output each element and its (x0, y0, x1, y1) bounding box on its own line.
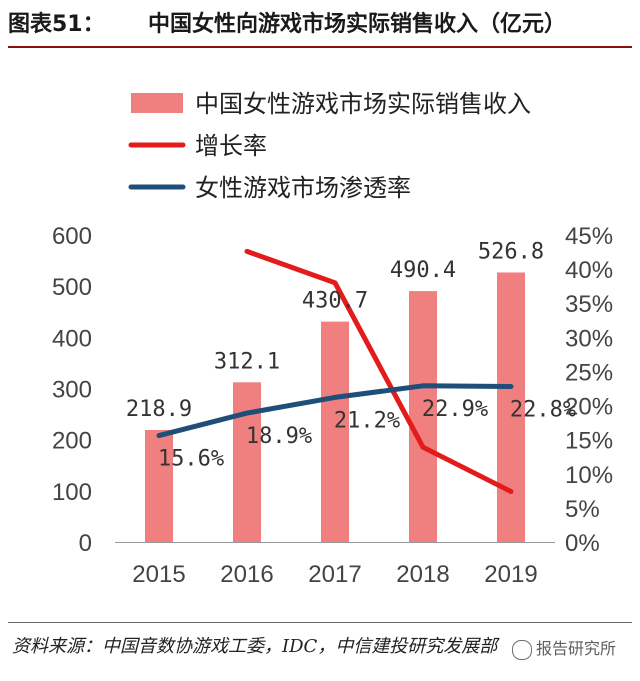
line-data-label: 15.6% (158, 447, 224, 472)
x-axis-tick: 2017 (308, 561, 361, 588)
left-axis-tick: 400 (52, 325, 92, 352)
x-axis-tick: 2015 (132, 561, 185, 588)
line-data-label: 22.9% (422, 397, 488, 422)
right-axis-tick: 15% (565, 428, 613, 455)
figure-title-text: 中国女性向游戏市场实际销售收入（亿元） (148, 12, 567, 37)
left-axis-tick: 200 (52, 428, 92, 455)
bar (497, 272, 525, 542)
legend-label-0: 中国女性游戏市场实际销售收入 (195, 90, 531, 118)
legend-label-1: 增长率 (195, 132, 267, 160)
bar-data-label: 312.1 (214, 349, 280, 374)
series-line (244, 248, 514, 494)
right-axis-tick: 35% (565, 291, 613, 318)
right-axis-tick: 30% (565, 325, 613, 352)
legend-label-2: 女性游戏市场渗透率 (195, 174, 411, 202)
right-axis-tick: 5% (565, 496, 600, 523)
bar (409, 291, 437, 542)
left-axis-tick: 600 (52, 223, 92, 250)
source-note: 资料来源：中国音数协游戏工委，IDC，中信建投研究发展部 (12, 636, 498, 657)
left-axis-tick: 0 (79, 530, 92, 557)
bar-data-label: 526.8 (478, 239, 544, 264)
right-axis-tick: 20% (565, 394, 613, 421)
figure-label: 图表51： (8, 12, 105, 37)
series-line (156, 383, 514, 439)
line-data-label: 21.2% (334, 408, 400, 433)
bar (321, 321, 349, 542)
line-data-label: 18.9% (246, 424, 312, 449)
wechat-icon (512, 639, 532, 660)
right-axis-tick: 10% (565, 462, 613, 489)
bar (145, 429, 173, 542)
figure-title: 图表51： 中国女性向游戏市场实际销售收入（亿元） (8, 8, 632, 42)
right-axis-tick: 0% (565, 530, 600, 557)
title-divider (8, 46, 632, 48)
left-axis-tick: 500 (52, 274, 92, 301)
x-axis-tick: 2018 (396, 561, 449, 588)
right-axis-tick: 25% (565, 359, 613, 386)
bar-data-label: 490.4 (390, 258, 456, 283)
left-axis-tick: 300 (52, 377, 92, 404)
bar-data-label: 218.9 (126, 397, 192, 422)
right-axis-tick: 45% (565, 223, 613, 250)
watermark: 报告研究所 (512, 636, 636, 662)
left-axis-tick: 100 (52, 479, 92, 506)
watermark-text: 报告研究所 (536, 639, 617, 658)
bar-data-label: 430.7 (302, 289, 368, 314)
x-axis-tick: 2016 (220, 561, 273, 588)
bar (233, 382, 261, 542)
line-data-label: 22.8% (510, 397, 576, 422)
source-divider (8, 622, 632, 623)
legend-swatch-0 (131, 93, 183, 113)
x-axis-tick: 2019 (484, 561, 537, 588)
right-axis-tick: 40% (565, 257, 613, 284)
